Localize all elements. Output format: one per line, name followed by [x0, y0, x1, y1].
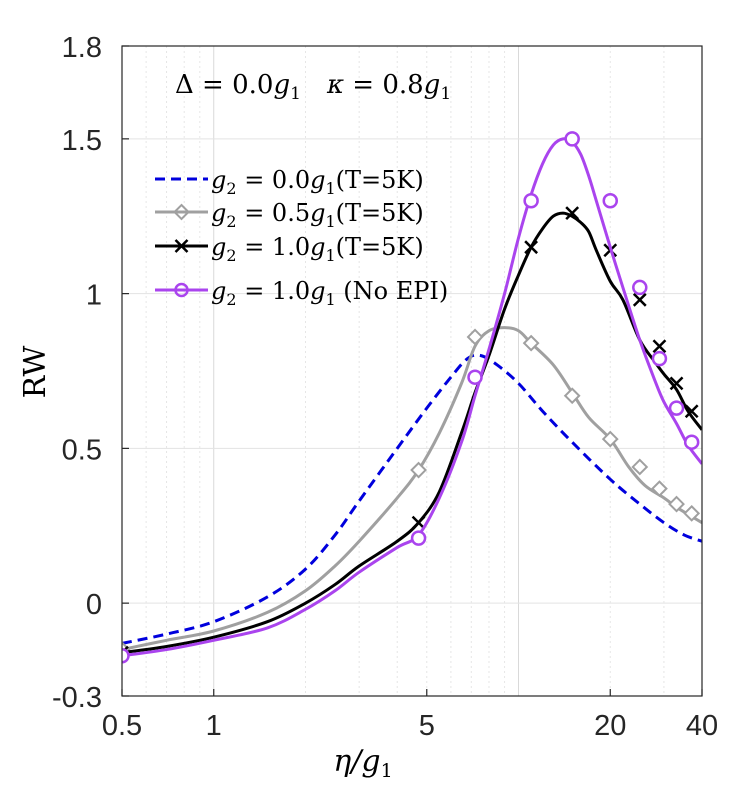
legend: g2 = 0.0g1(T=5K) g2 = 0.5g1(T=5K) g2 = 1…	[155, 166, 448, 309]
data-point-diamond	[631, 458, 649, 476]
svg-text:g2 = 0.0g1(T=5K): g2 = 0.0g1(T=5K)	[211, 166, 424, 198]
data-point-x	[669, 376, 684, 391]
series-3	[122, 131, 702, 664]
x-tick-label: 20	[594, 710, 626, 742]
data-point-diamond	[466, 328, 484, 346]
y-tick-label: 1.5	[62, 125, 102, 157]
y-tick-label: -0.3	[52, 682, 102, 714]
y-tick-label: 0.5	[62, 434, 102, 466]
data-point-circle	[632, 279, 648, 296]
svg-text:g2 = 1.0g1(T=5K): g2 = 1.0g1(T=5K)	[211, 233, 424, 265]
data-point-circle	[122, 648, 130, 664]
x-axis-label: η/g1	[333, 744, 392, 782]
data-point-circle	[523, 193, 539, 209]
svg-text:g2 = 1.0g1 (No EPI): g2 = 1.0g1 (No EPI)	[211, 277, 448, 309]
series-group	[122, 131, 702, 664]
series-0	[122, 353, 702, 645]
plot-frame	[121, 45, 703, 697]
x-tick-label: 5	[419, 710, 435, 742]
x-tick-label: 40	[686, 710, 718, 742]
data-point-x	[652, 339, 667, 354]
data-point-diamond	[651, 480, 668, 498]
data-point-diamond	[563, 387, 581, 405]
data-point-x	[684, 404, 699, 419]
data-point-circle	[651, 350, 668, 367]
data-point-diamond	[601, 430, 619, 448]
data-point-x	[565, 206, 580, 221]
legend-entry-g2-0.5: g2 = 0.5g1(T=5K)	[155, 199, 424, 231]
x-tick-label: 1	[206, 710, 222, 742]
y-axis-label: RW	[18, 345, 53, 398]
data-point-x	[632, 292, 647, 307]
legend-entry-no-epi: g2 = 1.0g1 (No EPI)	[155, 277, 448, 309]
data-point-x	[524, 240, 539, 255]
legend-entry-g2-1.0: g2 = 1.0g1(T=5K)	[155, 233, 424, 265]
data-point-x	[411, 515, 426, 530]
data-point-circle	[564, 131, 580, 147]
x-tick-label: 0.5	[102, 710, 142, 742]
y-tick-label: 1	[86, 280, 102, 312]
data-point-diamond	[668, 495, 685, 513]
y-tick-label: 0	[86, 589, 102, 621]
data-point-circle	[683, 434, 700, 450]
y-tick-label: 1.8	[62, 32, 102, 64]
data-point-diamond	[410, 461, 427, 479]
data-point-diamond	[522, 334, 540, 352]
svg-text:g2 = 0.5g1(T=5K): g2 = 0.5g1(T=5K)	[211, 199, 424, 231]
data-point-circle	[602, 193, 619, 209]
legend-entry-g2-0.0: g2 = 0.0g1(T=5K)	[155, 166, 424, 198]
data-point-circle	[410, 530, 427, 546]
data-point-circle	[467, 369, 483, 385]
series-line	[122, 353, 702, 645]
plot-area	[122, 46, 702, 696]
data-point-diamond	[683, 504, 701, 522]
axis-ticks: 0.5 1 5 20 40 -0.3 0 0.5 1 1.5 1.8	[52, 32, 718, 742]
data-point-circle	[668, 400, 685, 416]
